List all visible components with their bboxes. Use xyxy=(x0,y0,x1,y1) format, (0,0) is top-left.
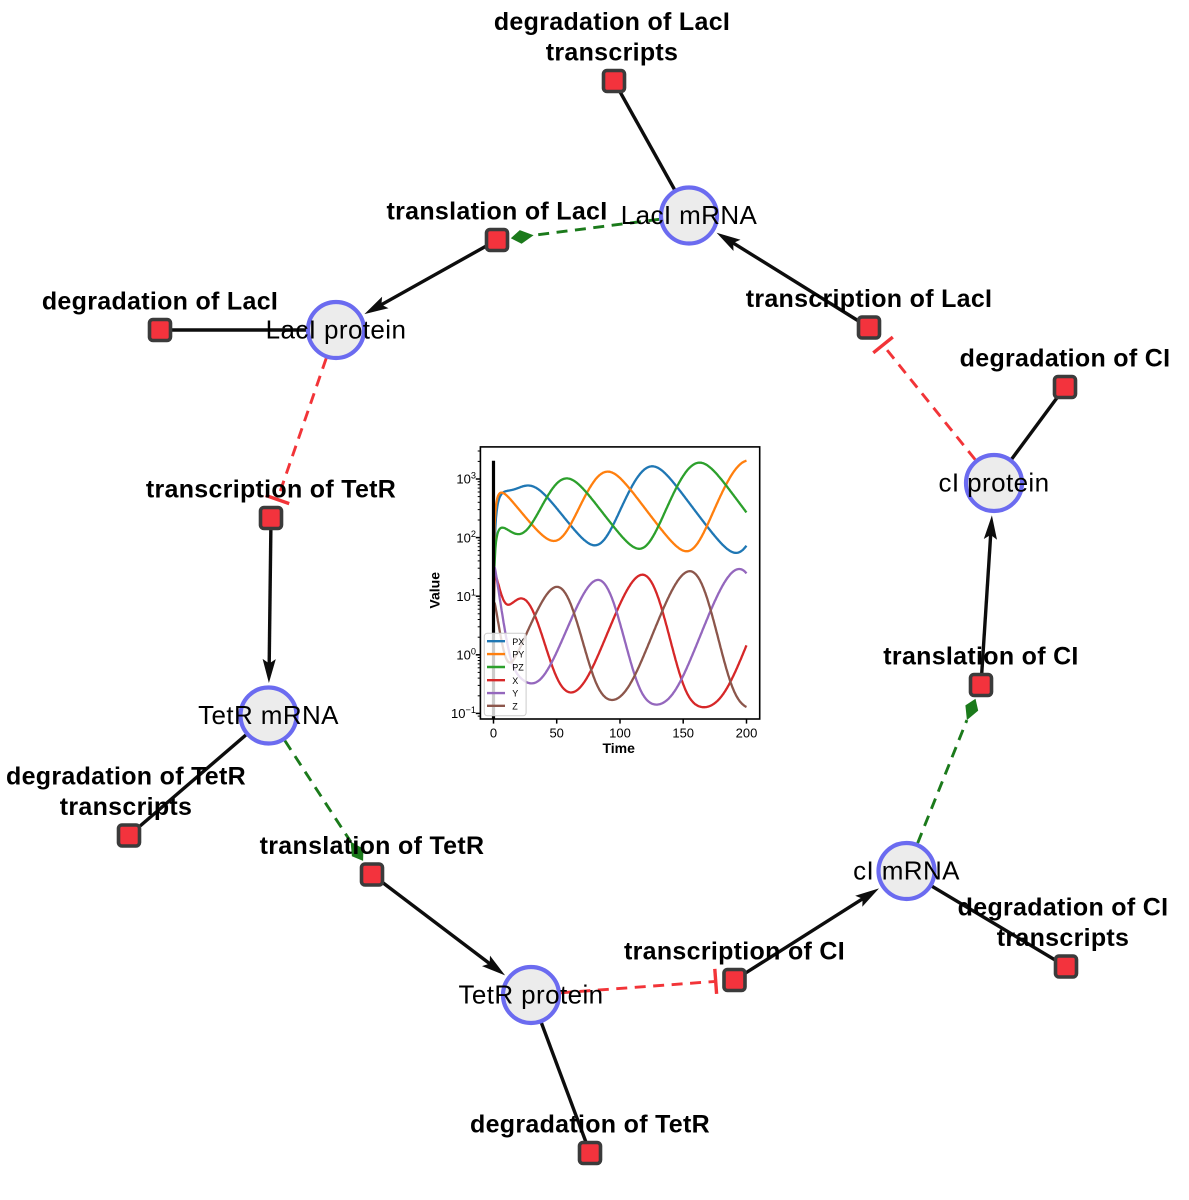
svg-text:Value: Value xyxy=(427,572,443,609)
svg-text:translation of LacI: translation of LacI xyxy=(386,198,607,226)
svg-text:degradation of LacI: degradation of LacI xyxy=(42,288,278,316)
svg-text:transcripts: transcripts xyxy=(546,39,679,67)
svg-text:PY: PY xyxy=(512,650,524,660)
svg-text:200: 200 xyxy=(736,725,758,740)
svg-text:transcripts: transcripts xyxy=(997,924,1130,952)
svg-text:cI protein: cI protein xyxy=(939,467,1050,497)
svg-text:Time: Time xyxy=(602,740,635,756)
svg-text:degradation of CI: degradation of CI xyxy=(958,894,1169,922)
svg-text:0: 0 xyxy=(490,725,497,740)
svg-text:TetR protein: TetR protein xyxy=(459,979,604,1009)
svg-text:cI mRNA: cI mRNA xyxy=(853,855,960,885)
svg-text:LacI protein: LacI protein xyxy=(266,314,407,344)
svg-text:translation of CI: translation of CI xyxy=(883,643,1078,671)
svg-text:PZ: PZ xyxy=(512,663,524,673)
svg-text:degradation of TetR: degradation of TetR xyxy=(470,1111,710,1139)
svg-text:transcription of CI: transcription of CI xyxy=(624,938,845,966)
svg-text:LacI mRNA: LacI mRNA xyxy=(621,200,758,230)
svg-text:PX: PX xyxy=(512,637,524,647)
svg-text:transcription of TetR: transcription of TetR xyxy=(146,476,396,504)
svg-text:degradation of LacI: degradation of LacI xyxy=(494,8,730,36)
svg-text:degradation of CI: degradation of CI xyxy=(960,345,1171,373)
svg-text:100: 100 xyxy=(609,725,631,740)
svg-text:TetR mRNA: TetR mRNA xyxy=(198,700,339,730)
svg-text:transcripts: transcripts xyxy=(60,793,193,821)
svg-text:50: 50 xyxy=(549,725,563,740)
svg-text:translation of TetR: translation of TetR xyxy=(260,832,485,860)
svg-text:Z: Z xyxy=(512,701,518,711)
svg-text:150: 150 xyxy=(672,725,694,740)
svg-text:transcription of LacI: transcription of LacI xyxy=(746,285,993,313)
svg-text:X: X xyxy=(512,676,518,686)
svg-text:degradation of TetR: degradation of TetR xyxy=(6,763,246,791)
svg-text:Y: Y xyxy=(512,689,518,699)
